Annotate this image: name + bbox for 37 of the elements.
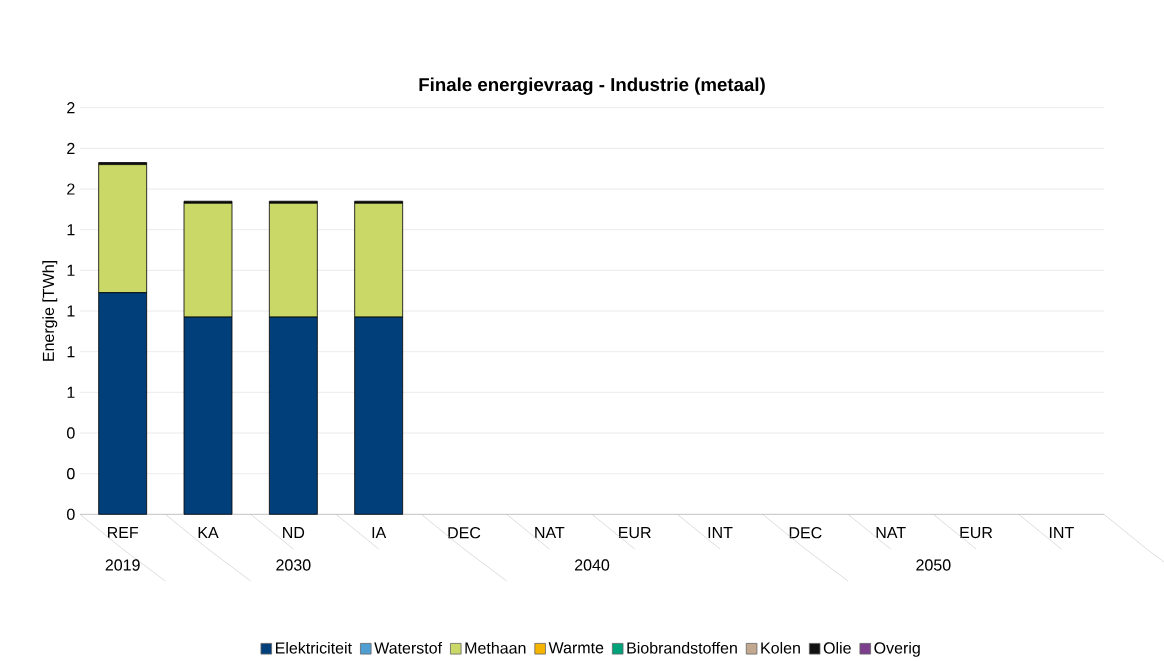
text: 2030 [276,559,311,571]
y-tick-label: 2 [67,183,75,195]
y-tick-label: 1 [67,224,75,236]
y-tick-label: 1 [67,386,75,398]
legend-label: Methaan [465,641,526,654]
legend-label: Warmte [548,642,604,654]
x-tick-label: ND [283,527,305,539]
x-tick-label: INT [1049,527,1074,539]
legend-label: Elektriciteit [275,641,352,654]
y-tick-label: 1 [67,305,75,317]
x-tick-label: DEC [789,527,822,539]
legend-label: Overig [874,641,920,657]
x-tick-label: KA [198,527,219,539]
x-tick-label: INT [708,527,733,539]
legend-label: Biobrandstoffen [627,641,737,654]
y-tick-label: 0 [67,508,75,520]
y-tick-label: 0 [67,468,75,480]
x-tick-label: NAT [535,527,565,539]
x-tick-label: EUR [960,527,993,539]
x-tick-label: NAT [876,527,906,539]
y-tick-label: 1 [67,346,75,358]
chart-title: Finale energievraag - Industrie (metaal) [419,77,765,95]
y-axis-title: Energie [TWh] [42,261,58,361]
legend-label: Kolen [761,641,800,654]
y-tick-label: 0 [67,427,75,439]
legend-label: Olie [823,641,851,654]
text: 2019 [105,559,140,571]
y-tick-label: 2 [67,102,75,114]
y-tick-label: 2 [67,142,75,154]
y-tick-label: 1 [67,264,75,276]
text: 2050 [916,559,951,571]
x-tick-label: IA [372,527,387,539]
x-tick-label: DEC [448,527,481,539]
x-tick-label: REF [107,527,139,539]
text: 2040 [575,559,610,571]
x-tick-label: EUR [619,527,651,539]
legend-label: Waterstof [374,641,443,654]
